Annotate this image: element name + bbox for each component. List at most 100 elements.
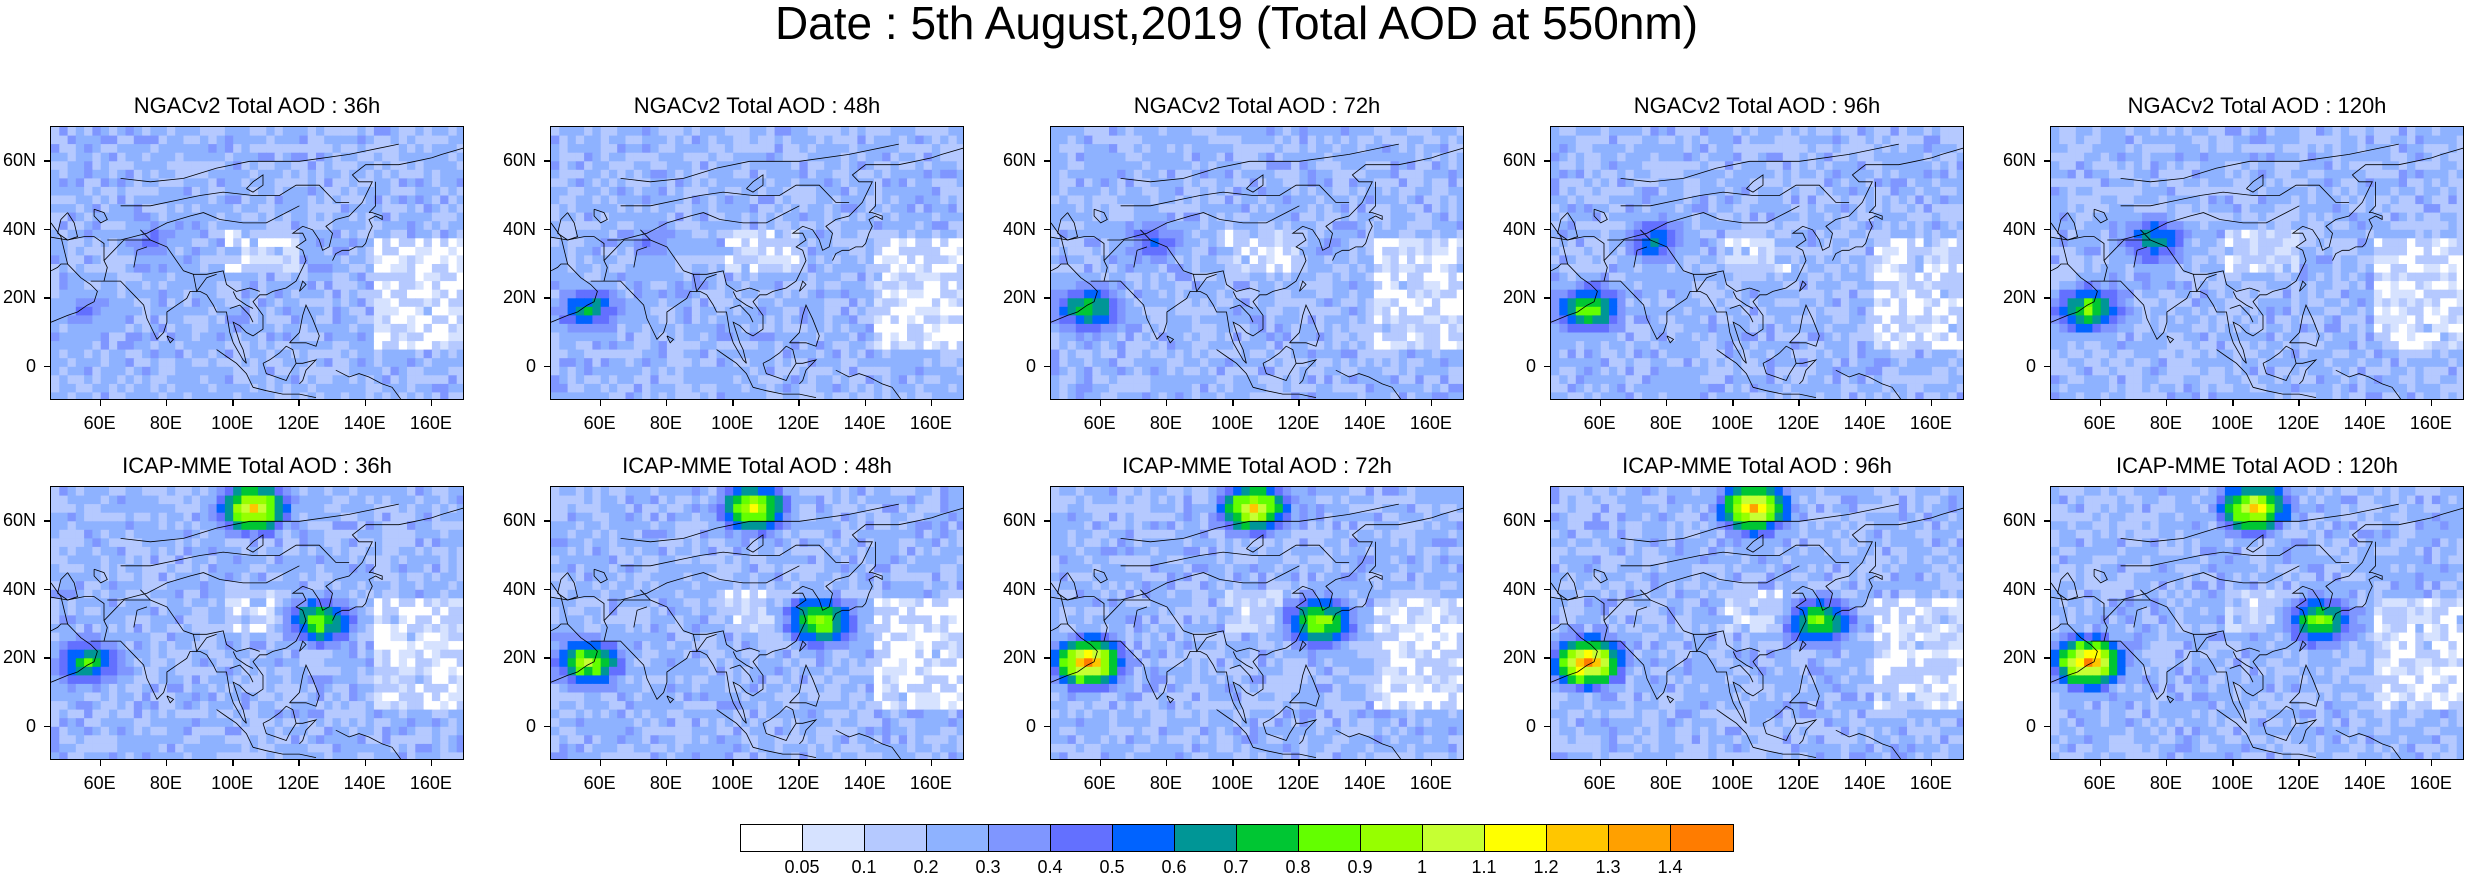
aod-cell [915, 255, 924, 264]
aod-cell [775, 221, 784, 230]
aod-cell [101, 196, 110, 205]
aod-cell [1457, 136, 1464, 145]
aod-cell [866, 307, 875, 316]
aod-cell [448, 161, 457, 170]
aod-cell [399, 367, 408, 376]
aod-cell [241, 350, 250, 359]
aod-cell [1440, 290, 1449, 299]
aod-cell [766, 281, 775, 290]
aod-cell [1175, 187, 1184, 196]
aod-cell [1407, 170, 1416, 179]
aod-cell [440, 307, 449, 316]
aod-cell [1208, 384, 1217, 393]
aod-cell [1333, 392, 1342, 400]
aod-cell [1291, 136, 1300, 145]
aod-cell [1150, 307, 1159, 316]
aod-cell [126, 161, 135, 170]
aod-cell [1291, 153, 1300, 162]
aod-cell [1275, 255, 1284, 264]
aod-cell [283, 144, 292, 153]
aod-cell [766, 341, 775, 350]
aod-cell [568, 333, 577, 342]
aod-cell [200, 238, 209, 247]
aod-cell [275, 187, 284, 196]
aod-cell [725, 238, 734, 247]
aod-cell [1349, 127, 1358, 136]
aod-cell [109, 367, 118, 376]
aod-cell [601, 290, 610, 299]
aod-cell [440, 264, 449, 273]
aod-cell [758, 333, 767, 342]
aod-cell [948, 255, 957, 264]
aod-cell [1440, 204, 1449, 213]
aod-cell [1258, 238, 1267, 247]
aod-cell [551, 384, 560, 393]
aod-cell [924, 161, 933, 170]
aod-cell [192, 221, 201, 230]
aod-cell [1448, 273, 1457, 282]
aod-cell [68, 392, 77, 400]
aod-cell [940, 375, 949, 384]
aod-cell [1051, 375, 1060, 384]
aod-cell [424, 178, 433, 187]
aod-cell [109, 350, 118, 359]
aod-cell [333, 324, 342, 333]
aod-cell [283, 161, 292, 170]
aod-cell [175, 375, 184, 384]
aod-cell [1266, 264, 1275, 273]
aod-cell [1374, 153, 1383, 162]
aod-cell [208, 315, 217, 324]
aod-cell [741, 384, 750, 393]
aod-cell [316, 204, 325, 213]
aod-cell [333, 255, 342, 264]
aod-cell [407, 367, 416, 376]
aod-cell [551, 281, 560, 290]
aod-cell [283, 238, 292, 247]
aod-cell [324, 161, 333, 170]
aod-cell [882, 230, 891, 239]
aod-cell [899, 178, 908, 187]
aod-cell [932, 221, 941, 230]
aod-cell [551, 213, 560, 222]
aod-cell [448, 196, 457, 205]
aod-cell [775, 367, 784, 376]
aod-cell [316, 384, 325, 393]
aod-cell [1184, 307, 1193, 316]
aod-cell [167, 281, 176, 290]
aod-cell [766, 392, 775, 400]
aod-cell [1316, 144, 1325, 153]
aod-cell [150, 178, 159, 187]
aod-cell [750, 238, 759, 247]
aod-cell [584, 144, 593, 153]
aod-cell [424, 170, 433, 179]
aod-cell [932, 273, 941, 282]
aod-cell [1250, 358, 1259, 367]
aod-cell [1424, 375, 1433, 384]
aod-cell [1184, 221, 1193, 230]
aod-cell [1283, 333, 1292, 342]
aod-cell [725, 178, 734, 187]
aod-cell [159, 255, 168, 264]
aod-cell [349, 273, 358, 282]
aod-cell [333, 375, 342, 384]
aod-cell [692, 161, 701, 170]
aod-cell [1391, 230, 1400, 239]
aod-cell [957, 281, 964, 290]
aod-cell [1457, 247, 1464, 256]
aod-cell [283, 255, 292, 264]
aod-cell [1051, 178, 1060, 187]
aod-cell [324, 264, 333, 273]
aod-cell [258, 247, 267, 256]
aod-cell [1109, 392, 1118, 400]
aod-cell [733, 384, 742, 393]
aod-cell [117, 255, 126, 264]
aod-cell [1399, 264, 1408, 273]
aod-cell [1349, 144, 1358, 153]
aod-cell [1109, 221, 1118, 230]
aod-cell [415, 384, 424, 393]
y-tick-label: 20N [0, 288, 36, 306]
aod-cell [1068, 281, 1077, 290]
aod-cell [1076, 144, 1085, 153]
aod-cell [1068, 375, 1077, 384]
aod-cell [940, 281, 949, 290]
